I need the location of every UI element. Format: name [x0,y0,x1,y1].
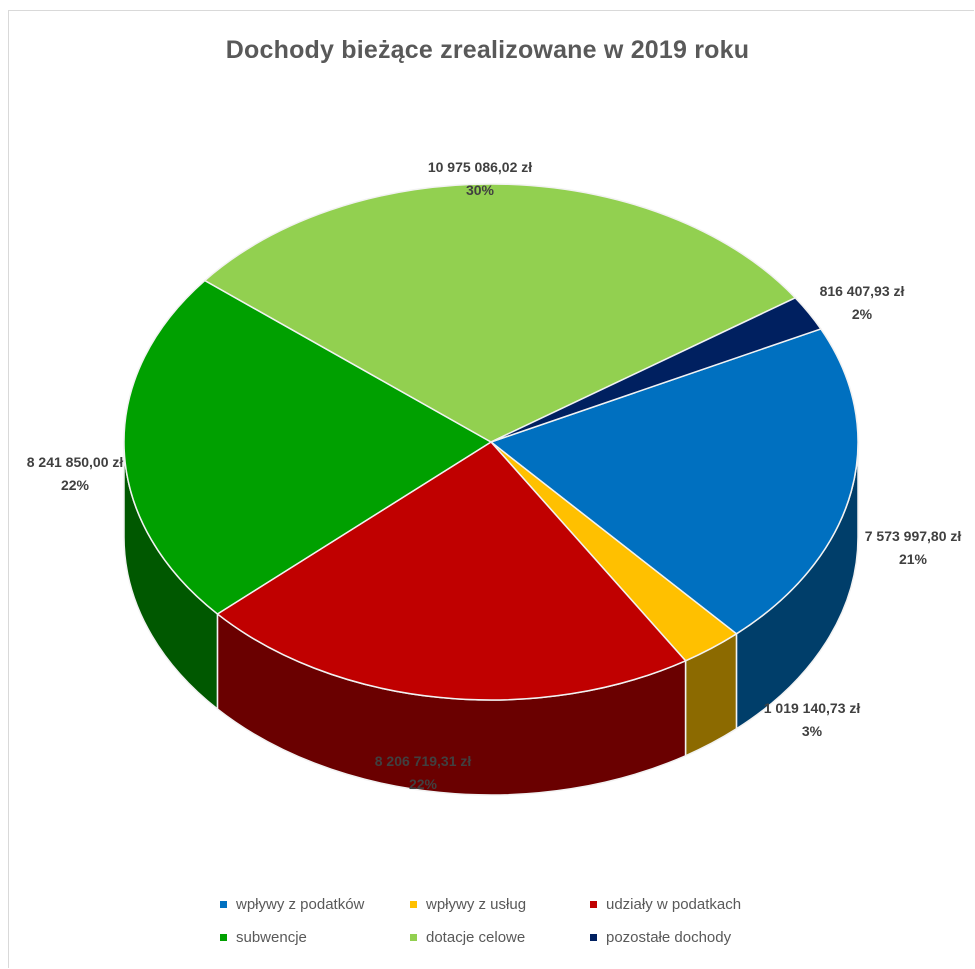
data-label-percent: 22% [61,477,90,493]
data-label-value: 8 206 719,31 zł [375,753,472,769]
chart-frame [8,10,974,968]
data-label-percent: 30% [466,182,495,198]
data-label-percent: 3% [802,723,823,739]
legend-swatch [220,901,227,908]
legend-label: dotacje celowe [426,929,526,946]
data-label-percent: 21% [899,551,928,567]
data-label-value: 7 573 997,80 zł [865,528,962,544]
data-label-value: 1 019 140,73 zł [764,700,861,716]
pie-top-group [123,183,859,701]
legend-label: wpływy z usług [426,896,527,913]
pie-slice-dotacje-celowe [203,183,797,443]
legend-swatch [410,934,417,941]
legend-swatch [590,901,597,908]
data-label-value: 10 975 086,02 zł [428,159,532,175]
legend-swatch [220,934,227,941]
legend-swatch [410,901,417,908]
chart-title: Dochody bieżące zrealizowane w 2019 roku [225,36,750,64]
legend-item-wplywy-z-uslug: wpływy z usług [410,896,590,913]
data-label-value: 8 241 850,00 zł [27,454,124,470]
pie-slice-subwencje [123,279,493,615]
data-labels-group: 7 573 997,80 zł 21% 1 019 140,73 zł 3% 8 206… [27,159,962,792]
legend-item-subwencje: subwencje [220,929,410,946]
legend-label: udziały w podatkach [606,896,742,913]
legend-item-udzialy-w-podatkach: udziały w podatkach [590,896,810,913]
legend-label: subwencje [236,929,307,946]
legend-label: pozostałe dochody [606,929,732,946]
legend-label: wpływy z podatków [236,896,365,913]
legend-item-wplywy-z-podatkow: wpływy z podatków [220,896,410,913]
data-label-percent: 22% [409,776,438,792]
legend: wpływy z podatków wpływy z usług udziały… [220,896,840,946]
pie-depth-group [123,441,859,796]
data-label-percent: 2% [852,306,873,322]
legend-item-dotacje-celowe: dotacje celowe [410,929,590,946]
pie-slice-udzialy-w-podatkach [216,441,687,701]
legend-item-pozostale-dochody: pozostałe dochody [590,929,810,946]
pie-slice-wplywy-z-podatkow [489,328,859,635]
data-label-value: 816 407,93 zł [820,283,905,299]
pie-slice-pozostale-dochody [490,296,823,443]
legend-swatch [590,934,597,941]
